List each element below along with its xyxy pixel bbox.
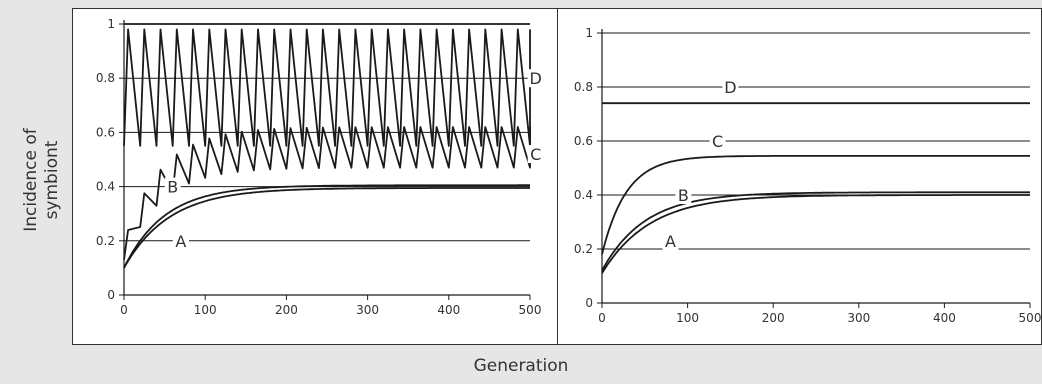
- series-label-bg: [709, 132, 726, 150]
- series-label-c: C: [712, 132, 723, 151]
- series-line-d: [123, 28, 531, 147]
- y-axis-label: Incidence of symbiont: [21, 128, 62, 232]
- series-label-c: C: [530, 145, 541, 164]
- y-tick-label: 0.4: [574, 188, 593, 202]
- y-tick-label: 0.6: [574, 134, 593, 148]
- x-tick-label: 400: [437, 303, 460, 317]
- series-label-a: A: [665, 232, 676, 251]
- series-line-a: [601, 194, 1030, 274]
- x-tick-label: 200: [762, 311, 785, 325]
- x-tick-label: 300: [847, 311, 870, 325]
- panel-divider: [557, 8, 558, 345]
- y-tick-label: 0.2: [574, 242, 593, 256]
- series-label-d: D: [530, 69, 542, 88]
- y-tick-label: 0.6: [96, 125, 115, 139]
- x-axis-label: Generation: [473, 356, 569, 376]
- x-tick-label: 500: [1019, 311, 1042, 325]
- y-tick-label: 0.2: [96, 234, 115, 248]
- series-label-b: B: [678, 186, 689, 205]
- series-line-c: [601, 155, 1030, 255]
- series-line-a: [123, 187, 530, 269]
- x-tick-label: 100: [194, 303, 217, 317]
- series-label-d: D: [724, 78, 736, 97]
- series-label-bg: [527, 69, 544, 88]
- x-tick-label: 0: [120, 303, 128, 317]
- x-tick-label: 100: [676, 311, 699, 325]
- x-tick-label: 0: [598, 311, 606, 325]
- y-tick-label: 0.8: [574, 80, 593, 94]
- y-tick-label: 0.8: [96, 71, 115, 85]
- y-tick-label: 0: [585, 296, 593, 310]
- series-line-b: [601, 191, 1030, 272]
- y-tick-label: 1: [585, 26, 593, 40]
- x-tick-label: 500: [519, 303, 542, 317]
- series-label-bg: [164, 177, 181, 196]
- series-label-bg: [172, 231, 189, 250]
- y-tick-label: 0.4: [96, 180, 115, 194]
- series-label-a: A: [175, 232, 186, 251]
- series-label-bg: [662, 231, 679, 250]
- series-label-bg: [527, 145, 544, 164]
- y-tick-label: 1: [107, 17, 115, 31]
- series-label-bg: [722, 78, 739, 96]
- series-label-b: B: [167, 178, 178, 197]
- series-line-b: [123, 184, 530, 269]
- y-tick-label: 0: [107, 288, 115, 302]
- series-label-bg: [675, 186, 692, 204]
- series-line-c: [123, 126, 531, 260]
- x-tick-label: 300: [356, 303, 379, 317]
- x-tick-label: 200: [275, 303, 298, 317]
- x-tick-label: 400: [933, 311, 956, 325]
